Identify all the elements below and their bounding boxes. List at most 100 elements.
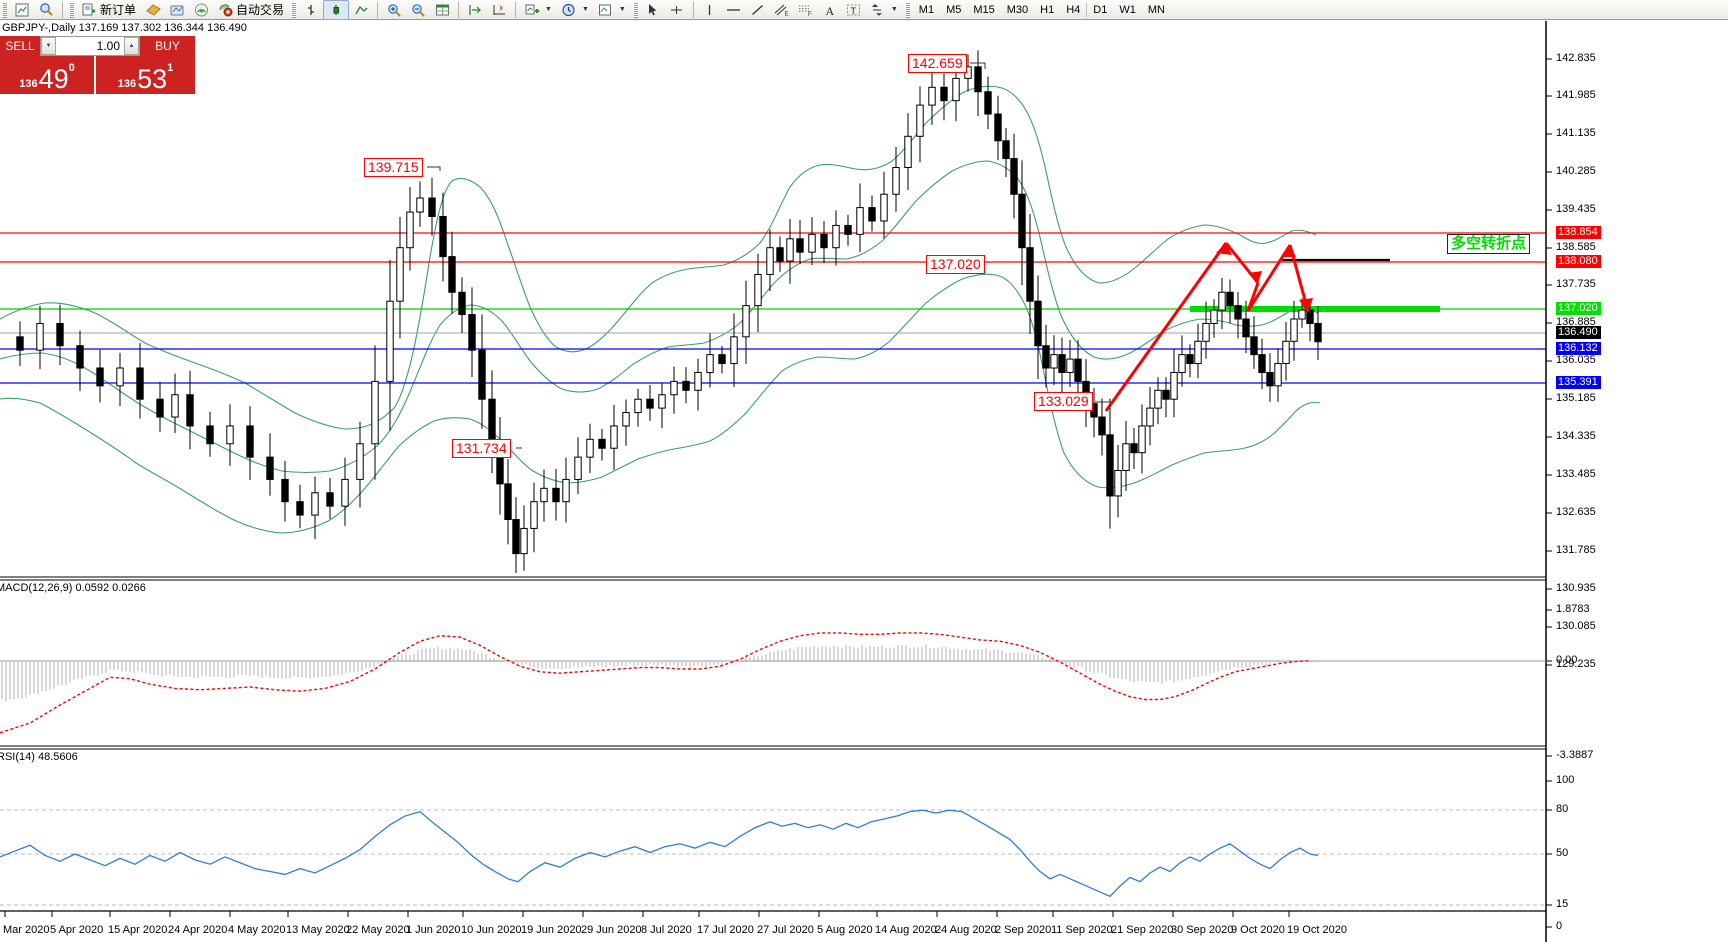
table-icon — [432, 1, 452, 19]
candle-body — [766, 247, 774, 275]
text-label-icon: T — [844, 1, 864, 19]
line-chart-button[interactable] — [349, 0, 373, 20]
zoom-search-button[interactable] — [34, 0, 58, 20]
candle-body — [1170, 371, 1178, 400]
candle-body — [856, 207, 864, 235]
new-chart-button[interactable] — [10, 0, 34, 20]
timeframe-m15[interactable]: M15 — [973, 3, 995, 16]
toolbar-grip-5[interactable] — [905, 1, 910, 18]
candle-body — [820, 233, 828, 249]
candle-body — [706, 354, 714, 373]
candle-body — [1202, 322, 1210, 342]
strategy-tester-button[interactable] — [165, 0, 189, 20]
arrows-tool-button[interactable]: ▼ — [866, 0, 903, 20]
zoom-in-button[interactable] — [382, 0, 406, 20]
candle-body — [552, 487, 560, 503]
timeframe-m5[interactable]: M5 — [946, 3, 962, 16]
one-click-trading-panel[interactable]: SELL ▼ 1.00 ▲ BUY 136 49 0 136 53 1 — [0, 36, 195, 94]
candle-body — [1066, 358, 1074, 373]
auto-trading-button[interactable]: 自动交易 — [213, 0, 289, 20]
fibonacci-tool-button[interactable]: F — [794, 0, 818, 20]
candle-body — [1138, 425, 1146, 454]
timeframe-h4[interactable]: H4 — [1066, 3, 1081, 16]
chevron-down-icon-2[interactable]: ▼ — [581, 6, 589, 13]
volume-value[interactable]: 1.00 — [56, 37, 124, 55]
candle-body — [246, 425, 254, 458]
timeframe-m30[interactable]: M30 — [1006, 3, 1029, 16]
candle-body — [892, 167, 900, 195]
bid-price-display[interactable]: 136 49 0 — [0, 56, 96, 94]
trendline-tool-button[interactable] — [746, 0, 770, 20]
crosshair-tool-button[interactable] — [665, 0, 689, 20]
ask-price-fraction: 1 — [167, 62, 174, 74]
new-order-button[interactable]: 新订单 — [77, 0, 141, 20]
period-button[interactable]: ▼ — [557, 0, 594, 20]
buy-button[interactable]: BUY — [140, 36, 195, 56]
candle-body — [598, 438, 606, 449]
chevron-down-icon-3[interactable]: ▼ — [618, 6, 626, 13]
callout-142659[interactable]: 142.659 — [908, 54, 967, 73]
chart-shift-icon — [465, 1, 485, 19]
date-axis-label: 14 Aug 2020 — [875, 924, 937, 936]
shift-end-button[interactable] — [463, 0, 487, 20]
toolbar-grip[interactable] — [3, 1, 7, 18]
toolbar-grip-3[interactable] — [292, 1, 297, 18]
price-axis-label: 141.135 — [1556, 127, 1596, 139]
drawn-trend-arrows[interactable] — [1104, 242, 1313, 412]
bar-chart-button[interactable] — [299, 0, 323, 20]
toolbar-grip-2[interactable] — [70, 1, 74, 18]
candle-body — [1042, 345, 1050, 369]
candle-body — [1298, 309, 1306, 320]
auto-scroll-button[interactable] — [487, 0, 511, 20]
templates-button[interactable]: ▼ — [594, 0, 631, 20]
callout-leader-lines — [427, 62, 1111, 449]
metaeditor-button[interactable] — [141, 0, 165, 20]
text-tool-button[interactable]: A — [818, 0, 842, 20]
timeframe-m1[interactable]: M1 — [918, 3, 935, 16]
equidistant-channel-button[interactable]: E — [770, 0, 794, 20]
volume-stepper[interactable]: ▼ 1.00 ▲ — [40, 36, 140, 56]
date-axis-label: 8 Jul 2020 — [641, 924, 692, 936]
candle-body — [488, 398, 496, 445]
timeframe-mn[interactable]: MN — [1147, 3, 1165, 16]
volume-up-icon[interactable]: ▲ — [124, 37, 139, 55]
date-axis-label: 1 Jun 2020 — [406, 924, 461, 936]
candlestick-chart-button[interactable] — [323, 0, 350, 20]
chevron-down-icon[interactable]: ▼ — [545, 6, 552, 13]
signals-button[interactable] — [189, 0, 213, 20]
candle-body — [416, 197, 424, 213]
timeframe-w1[interactable]: W1 — [1119, 3, 1136, 16]
candle-body — [1282, 340, 1290, 365]
add-indicator-button[interactable]: ▼ — [520, 0, 557, 20]
text-label-tool-button[interactable]: T — [842, 0, 866, 20]
horizontal-line-tool-button[interactable] — [722, 0, 746, 20]
callout-133029[interactable]: 133.029 — [1034, 392, 1093, 411]
callout-131734[interactable]: 131.734 — [452, 439, 511, 458]
volume-down-icon[interactable]: ▼ — [41, 37, 56, 55]
chart-canvas[interactable] — [0, 21, 1728, 942]
sell-button[interactable]: SELL — [0, 36, 40, 56]
candle-body — [56, 322, 64, 347]
chevron-down-icon-4[interactable]: ▼ — [890, 6, 898, 13]
rsi-pane — [0, 809, 1546, 906]
date-axis-label: 24 Aug 2020 — [935, 924, 997, 936]
cursor-tool-button[interactable] — [641, 0, 665, 20]
vertical-line-icon — [700, 1, 720, 19]
candle-body — [844, 224, 852, 235]
ask-price-display[interactable]: 136 53 1 — [96, 56, 195, 94]
date-axis-label: 2 Sep 2020 — [995, 924, 1052, 936]
data-window-button[interactable] — [430, 0, 454, 20]
timeframe-h1[interactable]: H1 — [1040, 3, 1055, 16]
candle-body — [540, 487, 548, 503]
price-axis-label: 135.391 — [1556, 376, 1601, 389]
zoom-out-icon — [408, 1, 428, 19]
vertical-line-tool-button[interactable] — [698, 0, 722, 20]
callout-139715[interactable]: 139.715 — [364, 158, 423, 177]
chart-area[interactable]: GBPJPY-,Daily 137.169 137.302 136.344 13… — [0, 21, 1728, 942]
zoom-out-button[interactable] — [406, 0, 430, 20]
callout-137020[interactable]: 137.020 — [926, 255, 985, 274]
timeframe-d1[interactable]: D1 — [1093, 3, 1108, 16]
note-turning-point[interactable]: 多空转折点 — [1447, 234, 1531, 254]
add-indicator-icon — [522, 1, 542, 19]
toolbar-grip-4[interactable] — [633, 1, 638, 18]
